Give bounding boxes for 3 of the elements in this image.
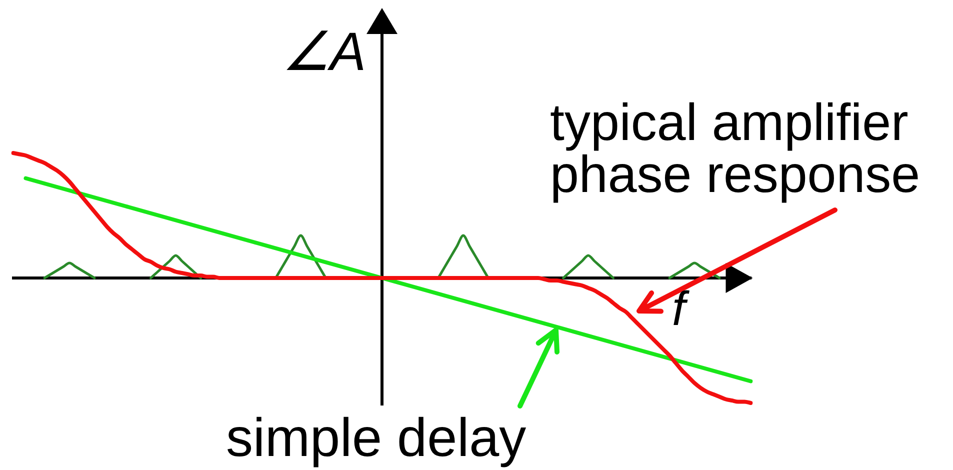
y-axis-title: ∠A [282, 22, 366, 82]
text: simple delay [226, 407, 526, 469]
annotation: typical amplifier phase response [550, 94, 922, 204]
